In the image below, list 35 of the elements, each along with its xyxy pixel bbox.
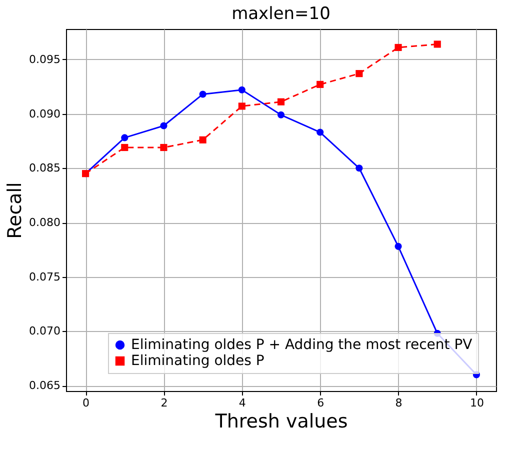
point — [316, 128, 324, 136]
legend-label: Eliminating oldes P — [131, 353, 264, 369]
point — [356, 70, 363, 78]
point — [277, 98, 285, 106]
x-tick-label: 2 — [160, 396, 168, 410]
y-tick-label: 0.085 — [29, 162, 60, 175]
point — [394, 242, 402, 250]
x-tick-label: 6 — [317, 396, 324, 410]
point — [199, 90, 206, 98]
y-axis-title: Recall — [4, 182, 26, 239]
y-tick-label: 0.095 — [29, 52, 60, 66]
point — [199, 136, 206, 144]
point — [121, 144, 128, 152]
point — [394, 44, 402, 52]
x-tick-label: 4 — [238, 396, 246, 410]
point — [277, 111, 285, 118]
y-tick-label: 0.090 — [29, 107, 60, 120]
x-tick-label: 10 — [470, 396, 484, 410]
point — [160, 144, 168, 152]
y-tick-label: 0.075 — [29, 270, 60, 284]
legend-label: Eliminating oldes P + Adding the most recent PV — [131, 337, 473, 353]
y-tick-label: 0.070 — [29, 324, 60, 338]
y-tick-label: 0.065 — [29, 379, 60, 392]
point — [121, 134, 128, 142]
x-axis-title: Thresh values — [214, 410, 348, 432]
x-tick-label: 0 — [82, 396, 90, 410]
point — [238, 86, 246, 94]
point — [160, 122, 168, 130]
chart-title: maxlen=10 — [232, 4, 330, 24]
point — [238, 102, 246, 110]
y-tick-label: 0.080 — [29, 216, 60, 229]
point — [316, 80, 324, 88]
point — [356, 164, 363, 172]
point — [434, 40, 441, 48]
x-tick-label: 8 — [395, 396, 402, 410]
